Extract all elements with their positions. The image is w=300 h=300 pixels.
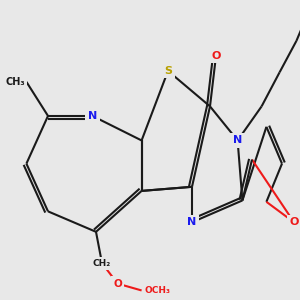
Text: OCH₃: OCH₃: [145, 286, 171, 295]
Text: S: S: [164, 66, 172, 76]
Text: CH₃: CH₃: [5, 77, 25, 87]
Text: N: N: [188, 217, 196, 227]
Text: O: O: [211, 51, 221, 61]
Text: CH₂: CH₂: [93, 259, 111, 268]
Text: O: O: [113, 279, 122, 289]
Text: N: N: [233, 136, 242, 146]
Text: O: O: [289, 217, 299, 227]
Text: N: N: [88, 111, 97, 121]
